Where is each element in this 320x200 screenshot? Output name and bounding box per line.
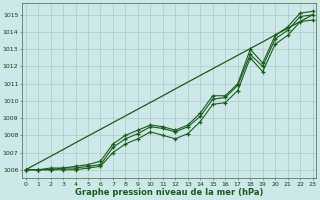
X-axis label: Graphe pression niveau de la mer (hPa): Graphe pression niveau de la mer (hPa) [75,188,263,197]
